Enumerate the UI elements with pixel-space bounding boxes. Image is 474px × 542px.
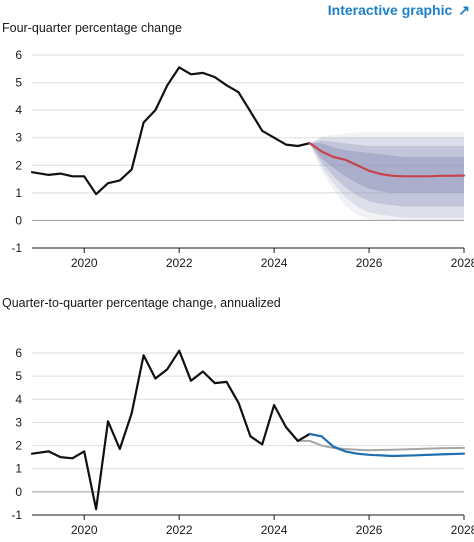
y-tick-label: -1 [11,508,22,522]
four-quarter-chart: -1 0 1 2 3 4 5 6 2020 2022 2024 2026 2028 [11,48,474,270]
x-tick-label: 2028 [451,523,474,537]
y-tick-label: 5 [15,369,22,383]
x-tick-label: 2026 [356,523,383,537]
x-tick-label: 2024 [261,523,288,537]
interactive-graphic-link[interactable]: Interactive graphic ↗ [328,2,470,19]
x-tick-label: 2028 [451,256,474,270]
chart-1-title: Four-quarter percentage change [2,21,182,35]
fan-band [309,143,464,193]
arrow-up-right-icon: ↗ [458,2,470,18]
quarter-to-quarter-chart: -1 0 1 2 3 4 5 6 2020 2022 2024 2026 2028 [11,346,474,537]
y-tick-label: 5 [15,76,22,90]
y-tick-label: 3 [15,131,22,145]
fan-band [309,137,464,218]
y-tick-label: 1 [15,186,22,200]
fan-band [309,140,464,207]
x-tick-label: 2022 [166,256,193,270]
forecast-line [308,142,466,178]
x-tick-label: 2020 [71,523,98,537]
y-tick-label: 4 [15,392,22,406]
history-line [30,349,311,511]
history-line [30,66,311,196]
x-tick-label: 2022 [166,523,193,537]
fan-band [309,132,464,221]
y-tick-label: 3 [15,415,22,429]
forecast-line [308,432,466,458]
y-tick-label: 4 [15,103,22,117]
chart-2-title: Quarter-to-quarter percentage change, an… [2,296,281,310]
x-tick-label: 2026 [356,256,383,270]
alternative-line [296,439,465,452]
y-tick-label: 0 [15,485,22,499]
x-tick-label: 2020 [71,256,98,270]
x-tick-label: 2024 [261,256,288,270]
y-tick-label: 2 [15,439,22,453]
y-tick-label: 6 [15,346,22,360]
y-tick-label: 1 [15,462,22,476]
y-tick-label: -1 [11,241,22,255]
interactive-graphic-label: Interactive graphic [327,2,453,18]
y-tick-label: 2 [15,158,22,172]
y-tick-label: 6 [15,48,22,62]
y-tick-label: 0 [15,213,22,227]
